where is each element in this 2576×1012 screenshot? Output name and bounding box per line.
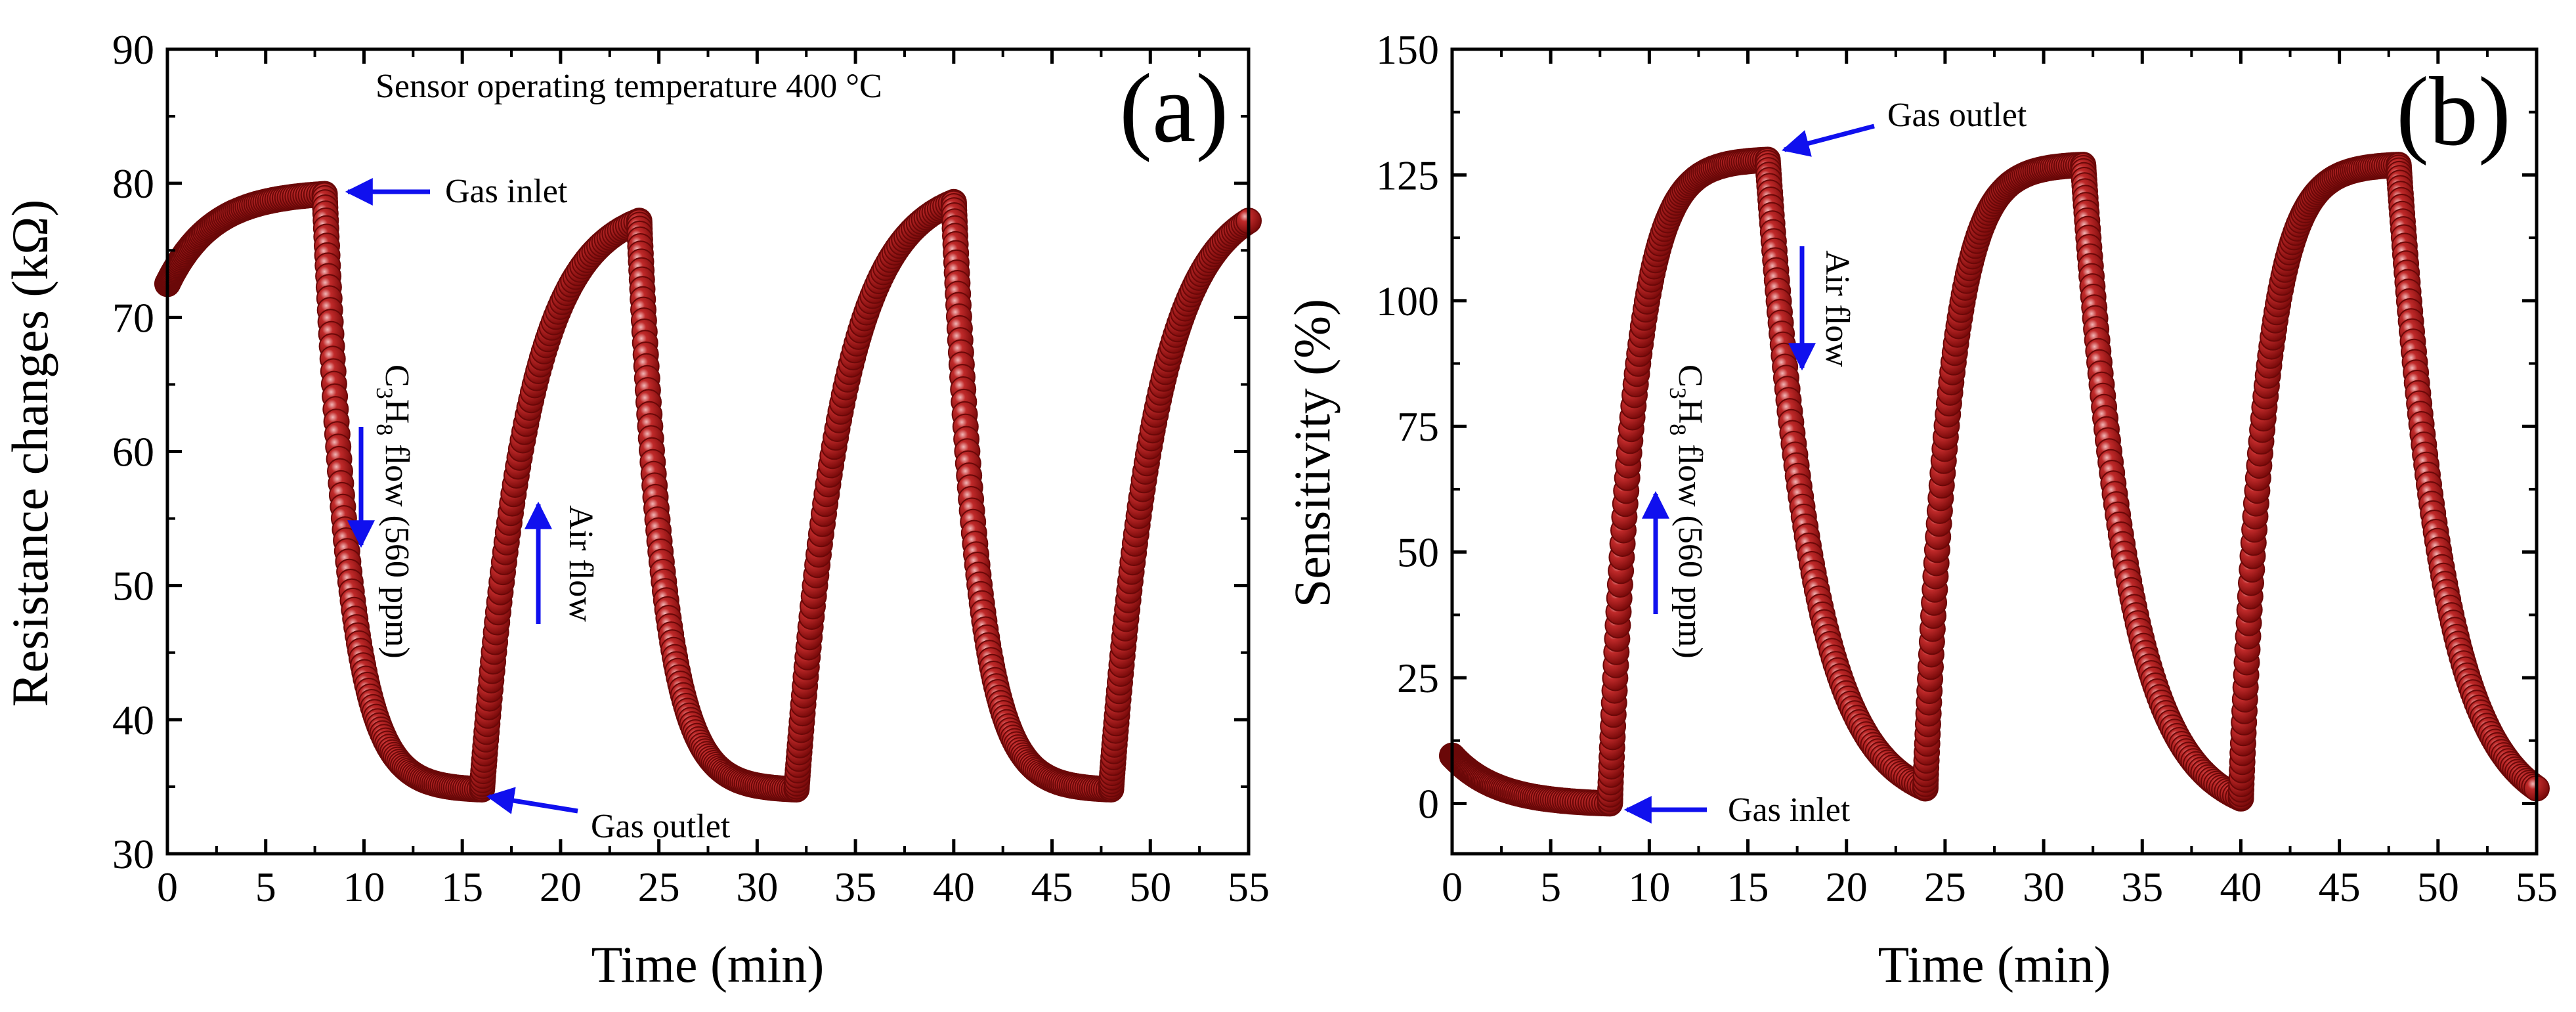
- panel-a-xtick-label: 55: [1228, 864, 1270, 910]
- panel-b-gas-inlet-label: Gas inlet: [1728, 791, 1851, 829]
- panel-a-ytick-label: 50: [112, 563, 154, 609]
- panel-a-data-series: [154, 181, 1262, 803]
- panel-a-title-annotation: Sensor operating temperature 400 °C: [376, 68, 882, 105]
- panel-b-xtick-label: 20: [1826, 864, 1868, 910]
- panel-a-ylabel: Resistance changes (kΩ): [1, 200, 58, 707]
- panel-b-ytick-label: 125: [1376, 152, 1439, 198]
- panel-a-xtick-label: 20: [540, 864, 582, 910]
- panel-b-data-series: [1439, 146, 2550, 817]
- panel-b-xtick-label: 0: [1442, 864, 1463, 910]
- panel-a-flow-label: C3H8 flow (560 ppm): [372, 364, 416, 659]
- panel-a-xtick-label: 40: [933, 864, 975, 910]
- panel-a-ytick-label: 90: [112, 26, 154, 73]
- panel-b: 0 5 10 15 20 25 30 35 40 45 50 55 0 25 50 75 100 125 150 S…: [1283, 26, 2558, 993]
- panel-a-gas-inlet-label: Gas inlet: [445, 173, 568, 210]
- panel-b-xtick-label: 10: [1628, 864, 1670, 910]
- panel-a-air-flow-label: Air flow: [562, 505, 599, 622]
- panel-a-xtick-label: 45: [1031, 864, 1073, 910]
- panel-a-xtick-label: 15: [441, 864, 483, 910]
- panel-a-ytick-label: 60: [112, 429, 154, 475]
- panel-b-air-flow-label: Air flow: [1818, 250, 1856, 367]
- panel-b-xtick-label: 35: [2121, 864, 2163, 910]
- panel-b-ytick-label: 25: [1397, 655, 1439, 701]
- panel-b-xlabel: Time (min): [1878, 936, 2111, 993]
- panel-b-xtick-label: 50: [2417, 864, 2459, 910]
- panel-b-xtick-label: 45: [2319, 864, 2361, 910]
- panel-b-ylabel: Sensitivity (%): [1283, 299, 1341, 607]
- panel-a-xtick-label: 25: [638, 864, 680, 910]
- panel-b-ytick-label: 75: [1397, 403, 1439, 450]
- panel-b-ytick-label: 150: [1376, 26, 1439, 73]
- panel-b-xtick-label: 5: [1540, 864, 1561, 910]
- panel-b-flow-label: C3H8 flow (560 ppm): [1665, 364, 1709, 659]
- panel-a-xtick-label: 10: [343, 864, 385, 910]
- panel-b-xtick-label: 15: [1727, 864, 1769, 910]
- panel-a-ytick-label: 70: [112, 294, 154, 341]
- panel-b-gas-outlet-arrow: [1781, 123, 1875, 157]
- panel-b-gas-outlet-label: Gas outlet: [1887, 97, 2027, 134]
- panel-a-ytick-label: 30: [112, 831, 154, 877]
- panel-a-ytick-label: 80: [112, 160, 154, 207]
- panel-a-gas-outlet-label: Gas outlet: [591, 808, 731, 845]
- panel-b-ticks: 0 5 10 15 20 25 30 35 40 45 50 55 0 25 50 75 100 125 150: [1376, 26, 2558, 910]
- panel-b-ytick-label: 50: [1397, 529, 1439, 576]
- panel-a-xtick-label: 50: [1129, 864, 1171, 910]
- panel-a-xtick-label: 5: [255, 864, 276, 910]
- panel-a-panel-label: (a): [1119, 54, 1228, 163]
- panel-a-xtick-label: 0: [157, 864, 178, 910]
- panel-b-panel-label: (b): [2396, 57, 2511, 166]
- panel-a-ytick-label: 40: [112, 697, 154, 743]
- panel-a-xtick-label: 30: [736, 864, 778, 910]
- panel-b-xtick-label: 40: [2220, 864, 2262, 910]
- panel-b-xtick-label: 30: [2023, 864, 2065, 910]
- panel-b-xtick-label: 25: [1924, 864, 1966, 910]
- panel-b-ytick-label: 0: [1418, 780, 1439, 827]
- panel-b-ytick-label: 100: [1376, 278, 1439, 324]
- panel-a-xlabel: Time (min): [591, 936, 825, 993]
- panel-b-xtick-label: 55: [2516, 864, 2558, 910]
- panel-a: 0 5 10 15 20 25 30 35 40 45 50 55 30 40 50 60 70 80 90 Res…: [1, 26, 1270, 993]
- panel-a-xtick-label: 35: [834, 864, 876, 910]
- panel-a-gas-outlet-arrow: [486, 787, 578, 814]
- panel-a-ticks: 0 5 10 15 20 25 30 35 40 45 50 55 30 40 50 60 70 80 90: [112, 26, 1270, 910]
